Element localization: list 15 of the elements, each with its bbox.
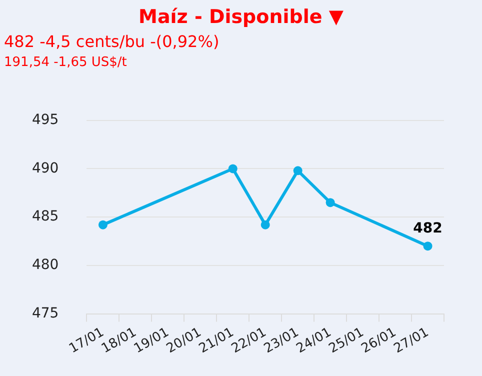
y-tick-label: 475: [32, 305, 59, 322]
chart-subtitle: 482 -4,5 cents/bu -(0,92%): [3, 32, 220, 51]
y-tick-label: 485: [32, 208, 59, 225]
point: [260, 220, 270, 230]
y-tick-label: 480: [32, 257, 59, 274]
y-tick-label: 495: [32, 112, 59, 128]
text: 191,54 -1,65 US$/t: [3, 55, 128, 70]
data-label: 482: [413, 220, 442, 237]
point: [423, 242, 432, 251]
point: [293, 166, 302, 176]
point: [98, 220, 108, 230]
chart-title: Maíz - Disponible ▼: [138, 5, 344, 28]
y-tick-label: 490: [32, 160, 59, 176]
point: [326, 198, 335, 208]
point: [228, 164, 238, 174]
